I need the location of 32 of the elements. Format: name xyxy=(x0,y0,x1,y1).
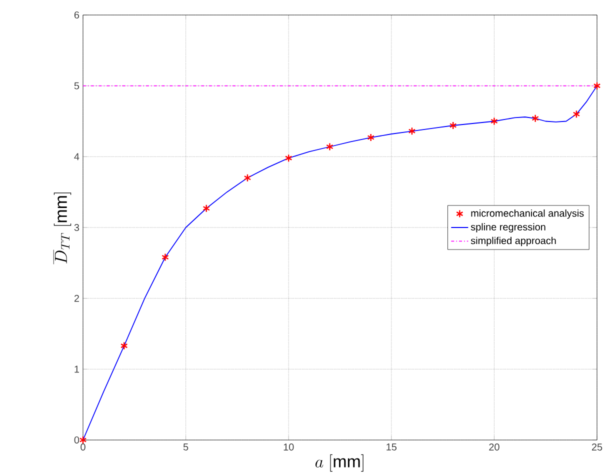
x-tick-label: 15 xyxy=(386,444,397,450)
x-tick-label: 0 xyxy=(80,444,86,451)
x-tick-label: 25 xyxy=(592,444,602,451)
point xyxy=(367,133,374,142)
x-tick-label: 10 xyxy=(284,444,294,451)
legend-label: simplified approach xyxy=(470,236,556,246)
x-axis-title: $a\ [\mathrm{mm}]$ xyxy=(316,454,364,472)
y-tick-label: 5 xyxy=(74,82,80,90)
y-tick-label: 4 xyxy=(74,153,80,160)
y-tick-label: 3 xyxy=(74,224,80,232)
point xyxy=(449,121,457,130)
point xyxy=(202,204,210,212)
legend-label: micromechanical analysis xyxy=(471,209,584,219)
point xyxy=(593,82,601,90)
x-tick-label: 5 xyxy=(183,444,188,450)
y-tick-label: 6 xyxy=(74,11,80,19)
point xyxy=(284,154,292,162)
legend-label: spline regression xyxy=(470,223,546,232)
y-tick-label: 0 xyxy=(74,436,80,444)
point xyxy=(408,127,416,136)
y-axis-title: $\overline{D}_{TT}\ [\mathrm{mm}]$ xyxy=(54,192,72,264)
point xyxy=(572,110,580,118)
point xyxy=(490,117,498,126)
x-tick-label: 20 xyxy=(489,444,500,451)
y-tick-label: 1 xyxy=(74,366,80,373)
y-tick-label: 2 xyxy=(74,294,79,302)
point xyxy=(326,142,334,151)
point xyxy=(120,342,128,350)
point xyxy=(244,174,252,182)
point xyxy=(532,114,539,123)
point xyxy=(162,253,169,262)
line-series xyxy=(83,85,598,440)
